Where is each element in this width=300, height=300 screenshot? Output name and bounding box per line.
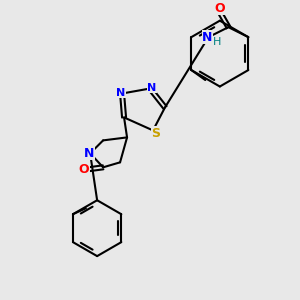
Text: O: O [79, 163, 89, 176]
Text: N: N [84, 147, 94, 160]
Text: S: S [152, 127, 160, 140]
Text: N: N [116, 88, 126, 98]
Text: H: H [213, 37, 222, 47]
Text: N: N [202, 31, 213, 44]
Text: O: O [214, 2, 225, 15]
Text: N: N [147, 82, 157, 92]
